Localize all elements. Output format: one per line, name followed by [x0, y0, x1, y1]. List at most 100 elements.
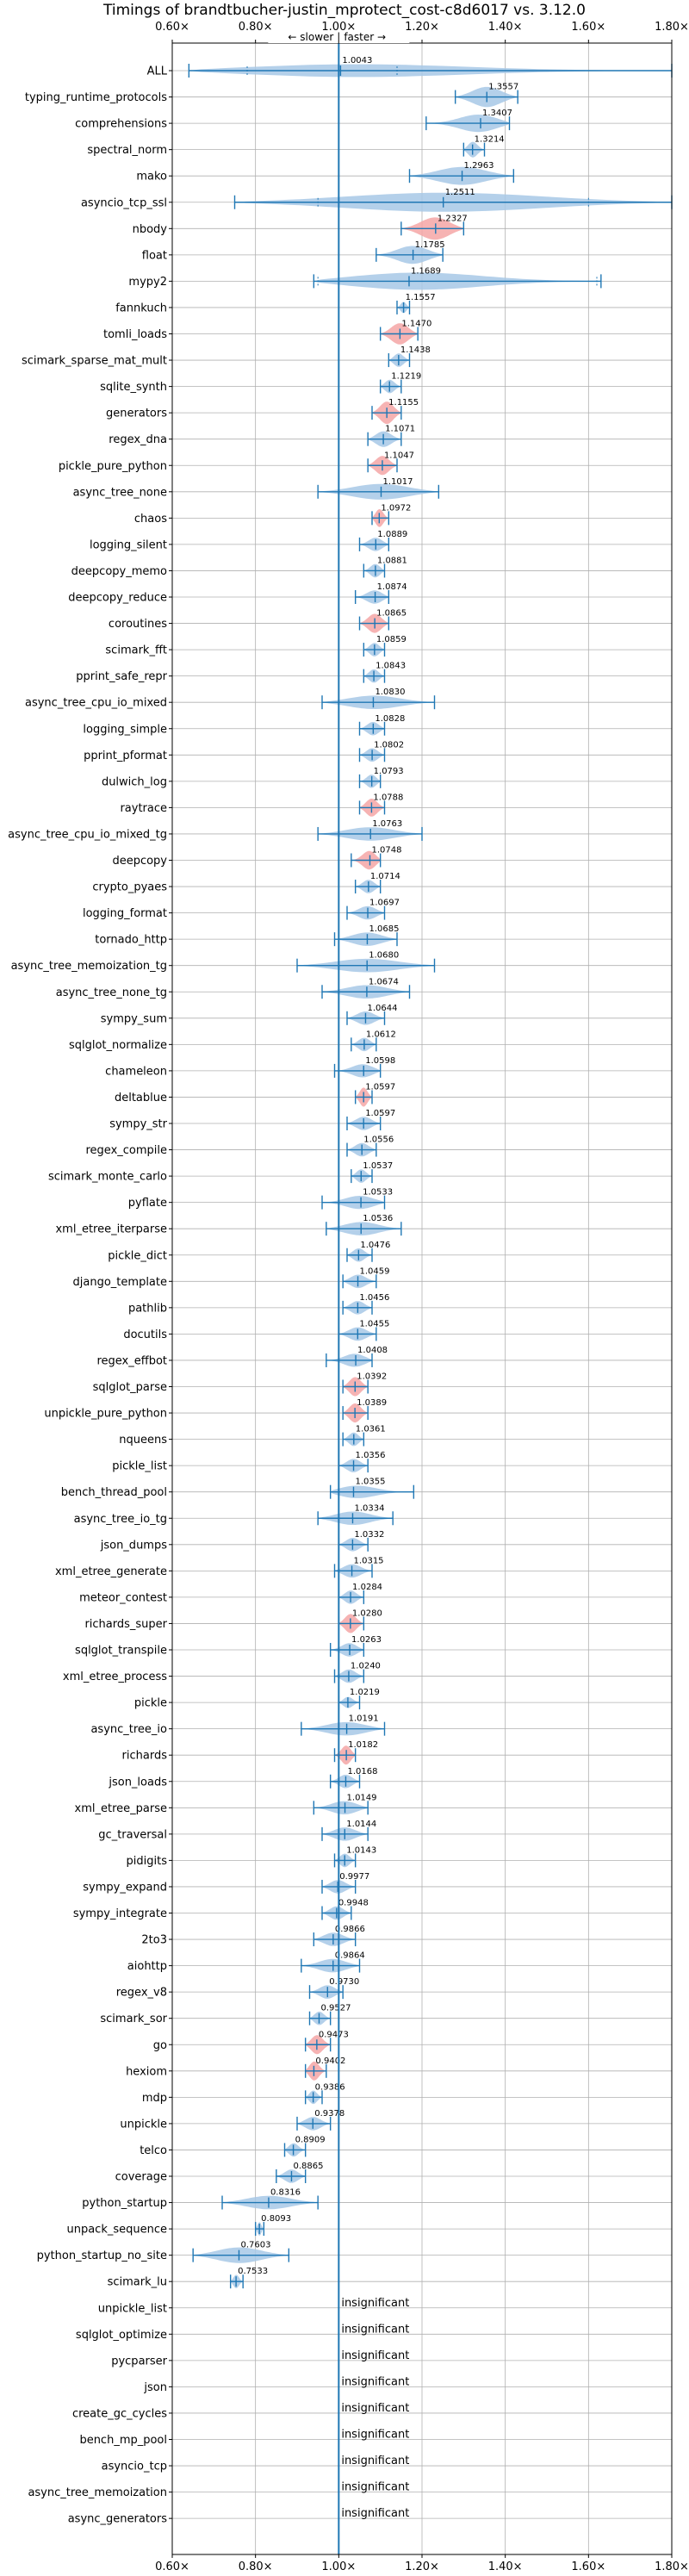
- value-label: 1.0748: [371, 846, 401, 856]
- slower-label: ← slower: [288, 31, 333, 43]
- benchmark-label: scimark_lu: [108, 2276, 167, 2289]
- benchmark-label: unpack_sequence: [66, 2224, 167, 2237]
- x-tick-label-bottom: 0.80×: [239, 2560, 273, 2573]
- value-label: 0.9977: [339, 1872, 369, 1882]
- value-label: 1.2963: [464, 161, 494, 171]
- benchmark-label: richards_super: [84, 1618, 167, 1631]
- value-label: 1.0332: [354, 1530, 384, 1540]
- benchmark-label: unpickle_pure_python: [44, 1408, 167, 1421]
- benchmark-label: json: [143, 2381, 167, 2394]
- benchmark-label: coverage: [115, 2171, 167, 2184]
- insignificant-label: insignificant: [341, 2375, 409, 2388]
- insignificant-label: insignificant: [341, 2297, 409, 2310]
- insignificant-label: insignificant: [341, 2429, 409, 2442]
- value-label: 1.1689: [411, 266, 441, 276]
- benchmark-label: async_tree_cpu_io_mixed_tg: [8, 828, 167, 841]
- benchmark-label: typing_runtime_protocols: [25, 91, 167, 104]
- value-label: 1.0143: [346, 1845, 376, 1855]
- value-label: 1.0315: [354, 1556, 384, 1565]
- benchmark-label: coroutines: [109, 618, 167, 631]
- benchmark-label: sqlglot_optimize: [76, 2329, 167, 2342]
- benchmark-label: json_dumps: [100, 1539, 167, 1552]
- benchmark-label: regex_compile: [85, 1144, 167, 1157]
- benchmark-label: scimark_monte_carlo: [48, 1171, 167, 1184]
- benchmark-label: pprint_safe_repr: [76, 670, 167, 683]
- benchmark-label: sqlglot_parse: [93, 1381, 167, 1394]
- value-label: 0.8093: [261, 2214, 291, 2224]
- value-label: 1.0408: [357, 1346, 388, 1355]
- benchmark-label: generators: [106, 408, 167, 420]
- benchmark-label: create_gc_cycles: [72, 2407, 167, 2420]
- benchmark-label: regex_dna: [109, 433, 167, 446]
- benchmark-label: deepcopy_reduce: [68, 592, 167, 605]
- benchmark-label: async_tree_none: [73, 486, 167, 499]
- benchmark-label: crypto_pyaes: [92, 881, 167, 894]
- value-label: 1.1557: [406, 293, 436, 302]
- insignificant-label: insignificant: [341, 2349, 409, 2362]
- value-label: 1.1071: [385, 425, 415, 434]
- benchmark-label: meteor_contest: [79, 1591, 167, 1604]
- value-label: 1.0533: [363, 1188, 393, 1198]
- benchmark-label: gc_traversal: [98, 1828, 167, 1841]
- value-label: 0.9948: [338, 1899, 369, 1908]
- benchmark-label: float: [142, 249, 167, 262]
- benchmark-label: xml_etree_iterparse: [55, 1223, 167, 1236]
- value-label: 1.0356: [356, 1451, 386, 1460]
- benchmark-label: xml_etree_generate: [55, 1565, 167, 1578]
- benchmark-label: bench_thread_pool: [61, 1486, 167, 1499]
- value-label: 1.0263: [351, 1635, 382, 1645]
- benchmark-label: docutils: [123, 1328, 167, 1341]
- benchmark-label: async_tree_memoization_tg: [11, 960, 167, 973]
- value-label: 1.0763: [372, 819, 402, 829]
- value-label: 1.0334: [354, 1503, 384, 1513]
- benchmark-label: pprint_pformat: [84, 750, 167, 762]
- value-label: 1.1470: [401, 320, 431, 329]
- benchmark-label: sqlglot_normalize: [69, 1039, 167, 1052]
- value-label: 1.0389: [357, 1398, 387, 1408]
- value-label: 1.0043: [342, 56, 372, 65]
- value-label: 1.0168: [347, 1767, 377, 1776]
- value-label: 0.9378: [314, 2109, 344, 2119]
- x-tick-label-top: 1.20×: [405, 21, 439, 34]
- value-label: 1.0456: [359, 1293, 389, 1303]
- value-label: 1.2511: [445, 188, 475, 197]
- value-label: 1.1438: [400, 345, 431, 355]
- value-label: 1.0881: [377, 556, 407, 565]
- value-label: 0.9386: [315, 2082, 345, 2092]
- value-label: 0.9527: [320, 2004, 351, 2013]
- benchmark-label: bench_mp_pool: [79, 2434, 167, 2447]
- chart-title: Timings of brandtbucher-justin_mprotect_…: [103, 2, 586, 19]
- x-tick-label-bottom: 1.00×: [321, 2560, 356, 2573]
- benchmark-label: mdp: [142, 2092, 167, 2105]
- violin-layer: [188, 64, 673, 2289]
- value-label: 1.0788: [373, 793, 403, 802]
- benchmark-label: async_tree_io_tg: [74, 1513, 167, 1526]
- value-label: 1.0355: [355, 1478, 385, 1487]
- faster-label: faster →: [344, 31, 386, 43]
- value-label: 1.0843: [376, 662, 406, 671]
- value-label: 1.0697: [369, 899, 400, 908]
- insignificant-label: insignificant: [341, 2481, 409, 2494]
- benchmark-label: go: [153, 2039, 167, 2052]
- benchmark-label: nbody: [133, 223, 168, 236]
- value-label: 0.7603: [240, 2241, 270, 2250]
- value-label: 1.0149: [347, 1793, 377, 1802]
- benchmark-label: hexiom: [126, 2065, 167, 2078]
- insignificant-label: insignificant: [341, 2323, 409, 2336]
- value-label: 1.0830: [375, 688, 405, 697]
- benchmark-label: xml_etree_parse: [75, 1802, 167, 1815]
- label-layer: ALL typing_runtime_protocols comprehension…: [8, 56, 518, 2526]
- x-tick-label-bottom: 1.20×: [405, 2560, 439, 2573]
- benchmark-label: spectral_norm: [87, 144, 167, 157]
- axes-layer: 0.60× 0.60× 0.80× 0.80× 1.00× 1.00× 1.20× 1.20×…: [155, 21, 689, 2573]
- value-label: 1.0556: [363, 1136, 394, 1145]
- benchmark-label: pickle: [134, 1697, 167, 1710]
- benchmark-label: comprehensions: [75, 118, 167, 131]
- value-label: 1.0361: [356, 1425, 386, 1434]
- value-label: 1.1155: [388, 398, 419, 408]
- x-tick-label-top: 0.80×: [239, 21, 273, 34]
- benchmark-label: python_startup: [82, 2197, 167, 2210]
- grid-layer: [171, 43, 673, 2554]
- benchmark-label: dulwich_log: [102, 775, 167, 788]
- benchmark-label: pickle_dict: [108, 1249, 167, 1262]
